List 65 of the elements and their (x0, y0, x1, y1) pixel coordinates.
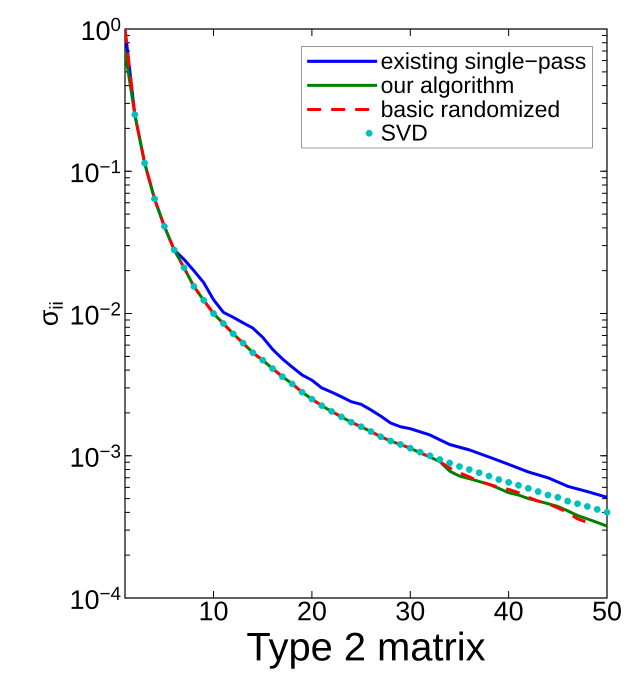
point (358, 423, 364, 430)
point (505, 478, 512, 486)
point (308, 396, 316, 403)
x-tick-label: 30 (396, 602, 424, 621)
point (328, 408, 335, 415)
point (210, 310, 217, 317)
point (190, 283, 198, 290)
y-tick-label: 10$^{−4}$ (72, 586, 120, 610)
y-axis-title: σ$_{ii}$ (43, 302, 63, 326)
y-tick-label: 10$^{−1}$ (72, 160, 120, 182)
point (574, 500, 581, 508)
legend-label: basic randomized (382, 100, 559, 118)
point (200, 296, 208, 304)
point (259, 356, 266, 364)
point (160, 222, 168, 230)
point (515, 482, 522, 489)
point (456, 463, 463, 470)
point (476, 469, 483, 476)
point (368, 428, 374, 435)
text: Type 2 matrix (247, 632, 486, 669)
y-tick-label: 10$^{−3}$ (72, 444, 120, 467)
point (131, 111, 138, 118)
point (151, 195, 158, 202)
point (544, 492, 552, 498)
point (554, 494, 562, 501)
point (564, 498, 572, 504)
point (298, 388, 306, 396)
point (466, 466, 473, 473)
point (338, 413, 345, 420)
point (318, 402, 326, 410)
point (584, 503, 591, 510)
point (387, 438, 394, 444)
legend-label: existing single−pass (382, 52, 586, 74)
x-tick-label: 50 (593, 602, 621, 621)
point (240, 340, 246, 346)
point (220, 320, 227, 327)
point (436, 456, 444, 463)
point (446, 460, 454, 466)
point (397, 441, 404, 448)
y-tick-label: 10$^{−2}$ (72, 302, 120, 325)
point (406, 444, 414, 452)
point (278, 373, 286, 380)
point (288, 380, 296, 388)
point (534, 488, 542, 495)
point (269, 365, 276, 372)
point (377, 433, 384, 440)
x-tick-label: 10 (200, 602, 228, 621)
point (495, 476, 502, 483)
point (170, 246, 178, 254)
x-tick-label: 20 (298, 602, 326, 621)
point (524, 484, 532, 492)
point (604, 508, 610, 516)
point (426, 452, 434, 460)
point (180, 264, 188, 272)
point (249, 349, 256, 356)
legend-label: our algorithm (382, 76, 513, 98)
point (230, 330, 237, 338)
point (348, 418, 355, 426)
point (416, 448, 424, 456)
x-tick-label: 40 (494, 602, 523, 621)
legend-label: SVD (382, 124, 427, 141)
y-tick-label: 10$^{0}$ (82, 18, 120, 40)
point (141, 160, 148, 167)
point (486, 472, 492, 480)
point (594, 506, 601, 513)
